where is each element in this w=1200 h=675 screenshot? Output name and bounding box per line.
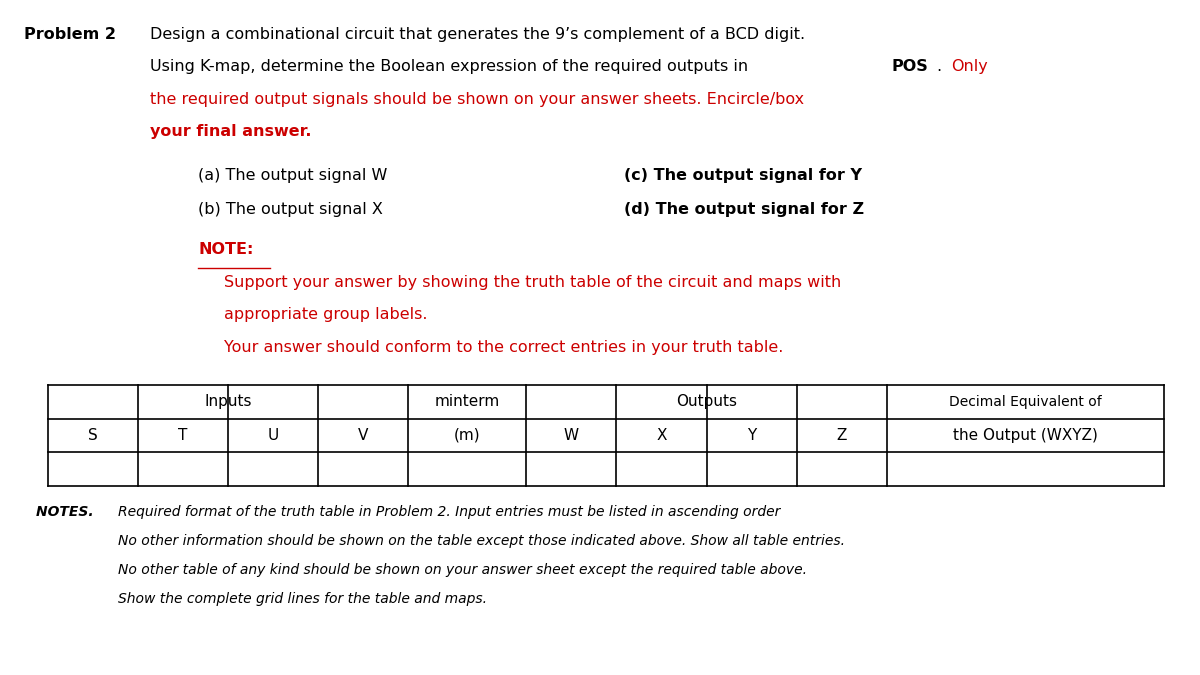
Text: Outputs: Outputs — [676, 394, 737, 409]
Text: minterm: minterm — [434, 394, 500, 409]
Text: the Output (WXYZ): the Output (WXYZ) — [953, 428, 1098, 443]
Text: No other table of any kind should be shown on your answer sheet except the requi: No other table of any kind should be sho… — [118, 563, 806, 577]
Text: POS: POS — [892, 59, 929, 74]
Text: appropriate group labels.: appropriate group labels. — [224, 307, 428, 322]
Text: NOTES.: NOTES. — [36, 505, 98, 519]
Text: NOTE:: NOTE: — [198, 242, 253, 257]
Text: (m): (m) — [454, 428, 481, 443]
Text: .: . — [937, 59, 948, 74]
Text: (a) The output signal W: (a) The output signal W — [198, 168, 388, 183]
Text: your final answer.: your final answer. — [150, 124, 312, 139]
Text: Required format of the truth table in Problem 2. Input entries must be listed in: Required format of the truth table in Pr… — [118, 505, 780, 519]
Text: Inputs: Inputs — [204, 394, 252, 409]
Text: Design a combinational circuit that generates the 9’s complement of a BCD digit.: Design a combinational circuit that gene… — [150, 27, 805, 42]
Text: (d) The output signal for Z: (d) The output signal for Z — [624, 202, 864, 217]
Text: Only: Only — [952, 59, 989, 74]
Text: W: W — [564, 428, 578, 443]
Text: Your answer should conform to the correct entries in your truth table.: Your answer should conform to the correc… — [224, 340, 784, 354]
Text: the required output signals should be shown on your answer sheets. Encircle/box: the required output signals should be sh… — [150, 92, 804, 107]
Text: S: S — [88, 428, 98, 443]
Text: (b) The output signal X: (b) The output signal X — [198, 202, 383, 217]
Text: (c) The output signal for Y: (c) The output signal for Y — [624, 168, 862, 183]
Text: Decimal Equivalent of: Decimal Equivalent of — [949, 395, 1102, 408]
Text: V: V — [359, 428, 368, 443]
Text: Support your answer by showing the truth table of the circuit and maps with: Support your answer by showing the truth… — [224, 275, 841, 290]
Text: Show the complete grid lines for the table and maps.: Show the complete grid lines for the tab… — [118, 592, 487, 606]
Text: X: X — [656, 428, 667, 443]
Text: Z: Z — [836, 428, 847, 443]
Text: T: T — [179, 428, 188, 443]
Text: U: U — [268, 428, 278, 443]
Text: Y: Y — [746, 428, 756, 443]
Text: No other information should be shown on the table except those indicated above. : No other information should be shown on … — [118, 534, 845, 548]
Text: Using K-map, determine the Boolean expression of the required outputs in: Using K-map, determine the Boolean expre… — [150, 59, 754, 74]
Text: Problem 2: Problem 2 — [24, 27, 116, 42]
